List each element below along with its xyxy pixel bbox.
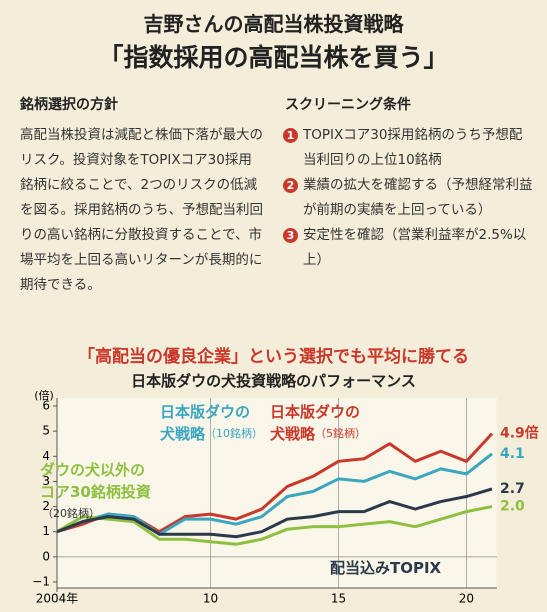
x-tick-label: 10	[203, 592, 218, 606]
legend-label: 日本版ダウの	[160, 403, 250, 421]
legend-note: （10銘柄）	[205, 426, 263, 440]
legend-label: 犬戦略（10銘柄）	[160, 425, 263, 443]
legend-text: 日本版ダウの	[160, 403, 250, 421]
condition-text: TOPIXコア30採用銘柄のうち予想配当利回りの上位10銘柄	[303, 127, 523, 168]
body-text: 高配当株投資は減配と株価下落が最大のリスク。投資対象をTOPIXコア30採用銘柄…	[20, 127, 263, 293]
y-tick-label: 3	[42, 474, 50, 488]
legend-text: ダウの犬以外の	[40, 461, 145, 479]
number-badge: 2	[283, 178, 298, 193]
series-line	[56, 452, 493, 536]
x-tick-label: 2004年	[36, 592, 79, 606]
legend-note: （5銘柄）	[315, 426, 366, 440]
condition-list: 1 TOPIXコア30採用銘柄のうち予想配当利回りの上位10銘柄 2 業績の拡大を確…	[283, 123, 533, 273]
legend-label: コア30銘柄投資	[40, 483, 151, 501]
value-label: 4.9倍	[500, 425, 539, 442]
condition-text: 安定性を確認（営業利益率が2.5%以上）	[303, 227, 527, 268]
legend-text: 配当込みTOPIX	[330, 559, 442, 577]
value-label: 4.1	[500, 446, 525, 462]
x-tick-label: 15	[331, 592, 346, 606]
y-tick-label: 0	[42, 549, 50, 563]
y-tick-label: −1	[32, 575, 50, 589]
y-tick-label: 4	[42, 449, 50, 463]
y-tick-label: 2	[42, 499, 50, 513]
series-line	[56, 487, 493, 539]
y-unit: (倍)	[34, 390, 54, 402]
y-tick-label: 6	[42, 399, 50, 413]
title: 吉野さんの高配当株投資戦略	[143, 12, 404, 36]
headline: 「高配当の優良企業」という選択でも平均に勝てる	[78, 347, 469, 367]
legend-text: 日本版ダウの	[270, 403, 360, 421]
subtitle: 「指数採用の高配当株を買う」	[98, 43, 449, 72]
legend-label: ダウの犬以外の	[40, 461, 145, 479]
y-tick-label: 1	[42, 524, 50, 538]
x-tick-label: 20	[459, 592, 474, 606]
legend-text: 犬戦略	[160, 425, 206, 443]
legend-label: 日本版ダウの	[270, 403, 360, 421]
legend-label: 犬戦略（5銘柄）	[270, 425, 366, 443]
section-heading: スクリーニング条件	[285, 97, 411, 113]
legend-text: コア30銘柄投資	[40, 483, 151, 501]
legend-label: 配当込みTOPIX	[330, 559, 442, 577]
y-tick-label: 5	[42, 424, 50, 438]
legend-text: 犬戦略	[270, 425, 316, 443]
value-label: 2.7	[500, 481, 525, 497]
value-label: 2.0	[500, 499, 525, 515]
section-heading: 銘柄選択の方針	[20, 97, 118, 113]
legend-note: （20銘柄）	[42, 506, 100, 520]
number-badge: 1	[283, 128, 298, 143]
plot-area	[57, 398, 497, 588]
series-line	[56, 505, 493, 546]
chart-title: 日本版ダウの犬投資戦略のパフォーマンス	[131, 372, 416, 390]
condition: 2 業績の拡大を確認する（予想経常利益が前期の実績を上回っている）	[283, 173, 533, 223]
number-badge: 3	[283, 228, 298, 243]
condition-text: 業績の拡大を確認する（予想経常利益が前期の実績を上回っている）	[303, 177, 533, 218]
condition: 1 TOPIXコア30採用銘柄のうち予想配当利回りの上位10銘柄	[283, 123, 533, 173]
condition: 3 安定性を確認（営業利益率が2.5%以上）	[283, 223, 533, 273]
